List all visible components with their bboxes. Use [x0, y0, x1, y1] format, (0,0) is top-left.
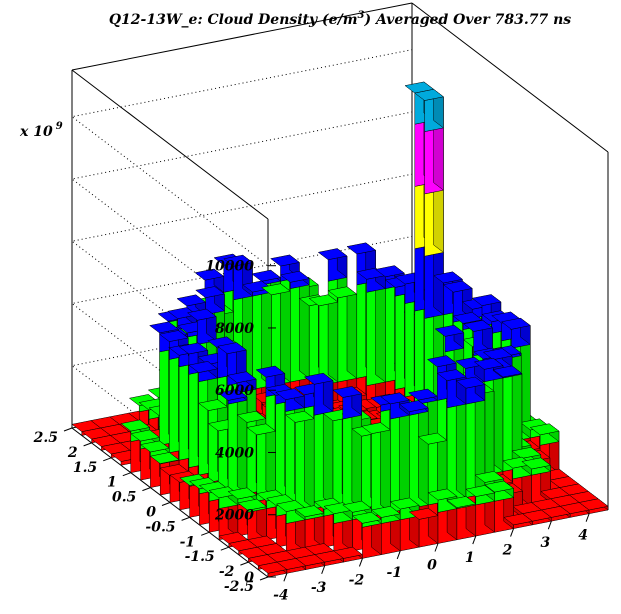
- z-multiplier-label: x 10 9: [19, 121, 63, 140]
- chart-title: Q12-13W_e: Cloud Density (e/m3) Averaged…: [109, 10, 571, 28]
- x-tick-mark: [585, 513, 590, 522]
- y-tick-label: 2.5: [33, 430, 58, 446]
- x-tick-mark: [358, 558, 363, 567]
- y-tick-label: 1.5: [73, 460, 97, 476]
- x-tick-mark: [321, 565, 326, 575]
- y-tick-label: -1.5: [185, 549, 215, 565]
- y-tick-mark: [122, 472, 131, 477]
- x-tick-label: -4: [273, 587, 289, 603]
- z-tick-label: 6000: [215, 383, 254, 399]
- bar: [333, 546, 363, 563]
- x-tick-mark: [434, 543, 439, 552]
- z-tick-label: 8000: [215, 321, 254, 337]
- y-tick-label: -1: [180, 534, 196, 550]
- x-tick-mark: [547, 520, 552, 530]
- y-tick-mark: [181, 516, 190, 521]
- z-tick-label: 10000: [205, 259, 254, 275]
- y-tick-label: -2: [219, 564, 235, 580]
- bar: [578, 498, 609, 515]
- bar: [559, 501, 590, 518]
- y-tick-mark: [220, 546, 229, 551]
- z-tick-label: 0: [244, 570, 254, 586]
- y-tick-mark: [63, 427, 73, 432]
- bar: [294, 505, 325, 552]
- bar: [502, 456, 533, 511]
- z-tick-label: 2000: [214, 508, 254, 524]
- x-tick-label: 0: [427, 558, 437, 574]
- y-tick-mark: [103, 457, 112, 462]
- bar: [446, 495, 477, 541]
- y-tick-mark: [259, 576, 269, 581]
- x-tick-label: 3: [540, 535, 550, 551]
- x-tick-mark: [472, 535, 477, 545]
- bar: [503, 513, 533, 529]
- x-tick-label: 2: [502, 543, 513, 559]
- x-tick-mark: [510, 528, 515, 537]
- x-tick-label: 4: [578, 528, 588, 544]
- bar: [352, 511, 382, 559]
- bar: [208, 486, 239, 541]
- bar: [465, 484, 496, 537]
- y-tick-label: 0: [146, 505, 156, 521]
- x-tick-label: -3: [311, 580, 327, 596]
- y-tick-mark: [240, 561, 249, 566]
- y-tick-label: 1: [107, 475, 117, 491]
- y-tick-label: -0.5: [145, 519, 175, 535]
- bar: [540, 505, 571, 522]
- x-tick-label: -2: [349, 572, 365, 588]
- y-tick-mark: [201, 531, 210, 536]
- bar-group: [71, 81, 609, 578]
- y-tick-label: -2.5: [224, 579, 254, 595]
- bar: [323, 502, 354, 556]
- bar: [521, 457, 552, 507]
- x-tick-label: -1: [386, 565, 402, 581]
- x-tick-label: 1: [465, 550, 475, 566]
- y-tick-mark: [83, 442, 92, 447]
- y-tick-mark: [161, 502, 171, 506]
- bar: [427, 488, 458, 544]
- bar: [408, 507, 439, 548]
- y-tick-label: 2: [67, 445, 78, 461]
- bar: [492, 365, 523, 503]
- x-tick-mark: [396, 550, 401, 560]
- x-tick-mark: [283, 573, 288, 582]
- y-tick-mark: [142, 487, 151, 492]
- y-tick-label: 0.5: [112, 490, 136, 506]
- z-tick-label: 4000: [215, 445, 254, 461]
